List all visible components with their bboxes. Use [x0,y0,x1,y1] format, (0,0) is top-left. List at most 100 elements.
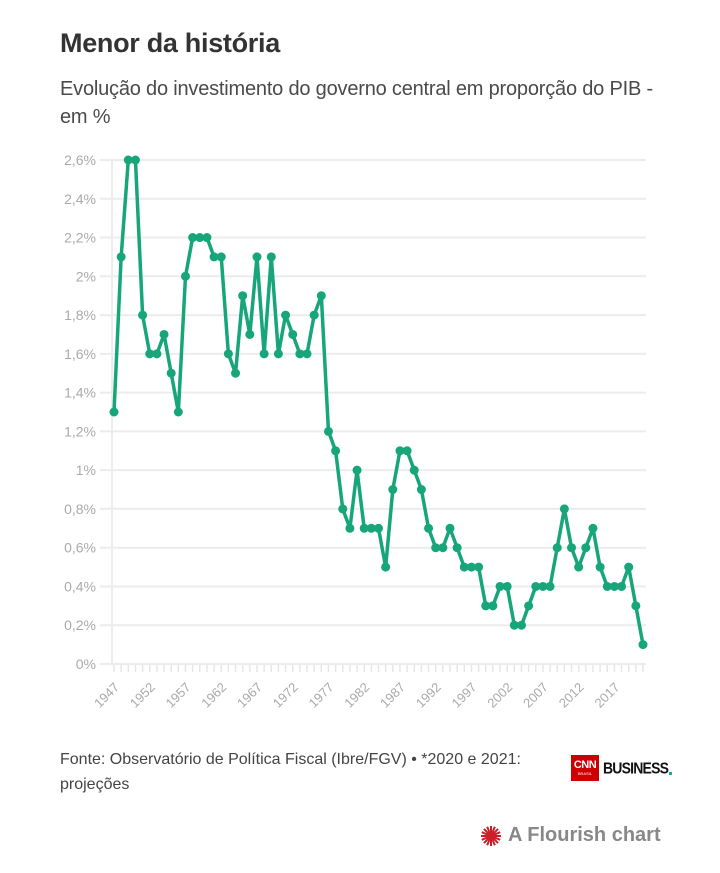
y-tick-label: 2,4% [64,191,96,207]
data-point-2021 [638,640,648,650]
data-point-1954 [159,329,169,339]
data-point-1991 [424,523,434,533]
y-tick-label: 0,2% [64,617,96,633]
data-point-1953 [152,349,162,359]
data-point-1948 [116,252,126,262]
cnn-business-logo: CNN BRASIL BUSINESS [571,755,673,781]
data-point-1994 [445,523,455,533]
y-tick-label: 2% [76,268,96,284]
data-point-1984 [374,523,383,533]
data-point-2007 [538,581,548,591]
data-point-1996 [459,562,469,572]
data-point-1980 [345,523,355,533]
data-point-1988 [402,446,412,456]
data-point-2006 [531,581,541,591]
data-point-1962 [216,252,226,262]
data-point-2020 [631,601,641,611]
data-point-1974 [302,349,312,359]
data-point-2018 [617,581,627,591]
x-tick-label: 1957 [163,680,194,711]
data-point-2002 [502,581,512,591]
data-point-2010 [559,504,569,514]
brasil-text: BRASIL [577,771,593,776]
burst-core [486,830,496,841]
x-tick-label: 1972 [270,680,301,711]
x-tick-label: 1947 [91,680,122,711]
x-tick-label: 1987 [377,680,408,711]
data-point-1992 [431,543,441,553]
data-point-1965 [238,291,248,301]
y-tick-label: 2,2% [64,230,96,246]
data-point-1997 [466,562,476,572]
data-point-1964 [231,368,241,378]
x-tick-label: 2002 [484,680,515,711]
data-point-1955 [166,368,176,378]
flourish-burst-icon [481,825,501,846]
data-point-1985 [381,562,391,572]
data-point-1976 [316,291,326,301]
data-point-1956 [173,407,183,417]
y-tick-label: 1,8% [64,307,96,323]
x-tick-label: 1962 [198,680,229,711]
data-point-1975 [309,310,319,320]
data-point-1950 [130,155,140,165]
data-point-1960 [202,233,212,243]
y-tick-label: 1% [76,462,96,478]
x-tick-label: 2007 [520,680,551,711]
x-tick-label: 2017 [591,680,622,711]
data-point-1966 [245,329,255,339]
x-tick-label: 1997 [448,680,479,711]
data-point-1999 [481,601,491,611]
series-line [109,155,648,650]
data-point-1973 [295,349,305,359]
data-point-1971 [281,310,291,320]
cnn-text: CNN [573,759,597,771]
data-point-2003 [509,620,519,630]
y-tick-label: 2,6% [64,152,96,168]
y-axis: 0% 0,2% 0,4% 0,6% 0,8% 1% 1,2% 1,4% 1,6% 1,8% 2% 2,… [64,152,96,672]
data-point-2001 [495,581,505,591]
data-point-1977 [323,426,333,436]
series-path [112,158,645,647]
data-point-2012 [574,562,584,572]
data-point-1958 [188,233,198,243]
data-point-1957 [180,271,190,281]
y-tick-label: 1,2% [64,423,96,439]
data-point-1949 [123,155,133,165]
data-point-2017 [609,581,619,591]
data-point-2000 [488,601,498,611]
cnn-brasil-badge: CNN BRASIL [571,755,599,781]
x-tick-label: 1967 [234,680,265,711]
y-tick-label: 0,4% [64,578,96,594]
data-point-1986 [388,485,398,495]
chart-subtitle: Evolução do investimento do governo cent… [60,78,653,128]
data-point-1959 [195,233,205,243]
data-point-1981 [352,465,362,475]
data-point-1982 [359,523,369,533]
chart-title: Menor da história [60,28,280,58]
data-point-1968 [259,349,269,359]
y-tick-label: 1,6% [64,346,96,362]
data-point-1970 [273,349,283,359]
data-point-1995 [452,543,462,553]
flourish-credit-text: A Flourish chart [508,824,661,846]
data-point-1978 [331,446,341,456]
y-tick-label: 0,6% [64,540,96,556]
data-point-1969 [266,252,276,262]
logo-dot-icon [669,771,673,775]
data-point-2009 [552,543,562,553]
data-point-1963 [223,349,233,359]
x-tick-label: 1952 [127,680,158,711]
flourish-credit-link[interactable]: A Flourish chart [480,824,661,847]
data-point-1979 [338,504,348,514]
x-tick-label: 1977 [306,680,337,711]
data-point-2004 [516,620,526,630]
data-point-1989 [409,465,419,475]
y-tick-label: 1,4% [64,385,96,401]
source-note: Fonte: Observatório de Política Fiscal (… [60,751,521,793]
data-point-2019 [624,562,634,572]
data-point-1990 [416,485,426,495]
data-point-1987 [395,446,405,456]
data-point-2015 [595,562,605,572]
data-point-1952 [145,349,155,359]
